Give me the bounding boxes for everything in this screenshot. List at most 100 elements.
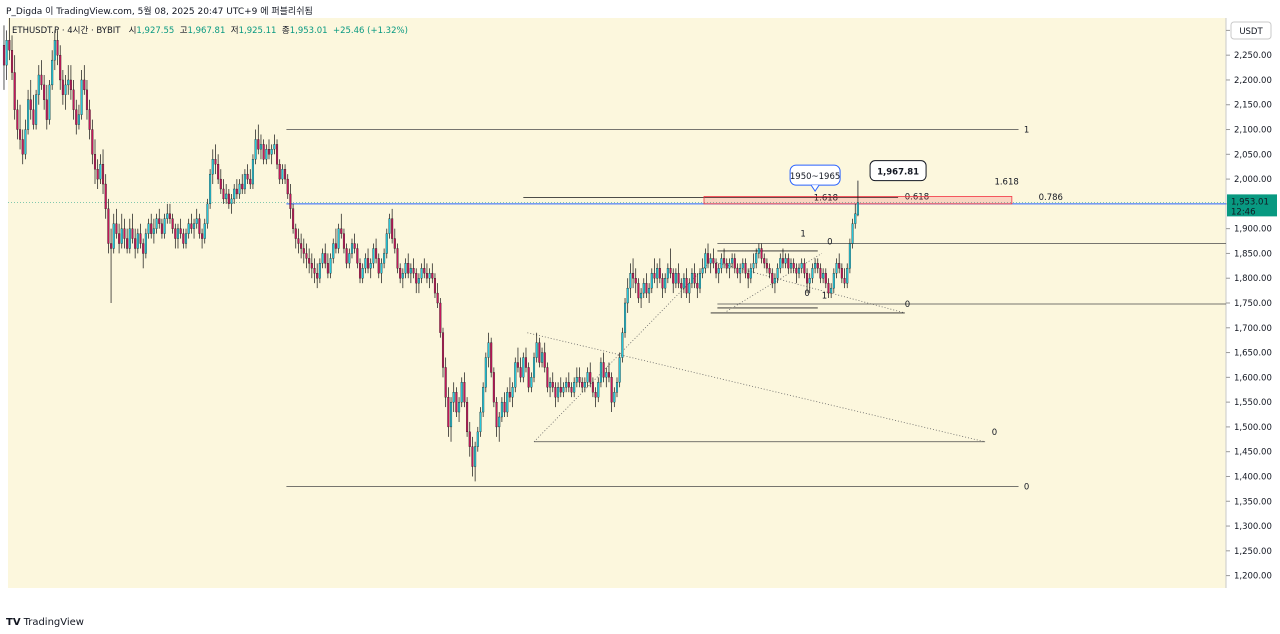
candle-body [10,50,14,73]
candle-body [618,357,621,383]
candle-body [126,238,129,249]
candle-body [166,213,169,219]
candle-body [530,377,533,388]
candle-body [621,332,624,358]
candle-body [607,372,610,378]
candle-body [773,278,776,284]
candle-body [142,243,145,254]
candle-body [827,283,830,294]
open-value: 1,927.55 [136,26,175,36]
candle-body [16,109,19,130]
y-tick-label: 1,700.00 [1234,324,1272,334]
candle-body [682,278,685,289]
tradingview-logo[interactable]: TV TradingView [6,617,84,628]
y-tick-label: 2,150.00 [1234,101,1272,111]
candle-body [583,382,586,388]
candle-body [591,382,594,393]
candle-body [286,178,289,195]
candle-body [254,139,257,160]
candle-body [626,287,629,304]
y-tick-label: 2,050.00 [1234,150,1272,160]
candle-body [546,367,549,388]
candle-body [19,129,22,140]
candle-body [203,223,206,239]
candle-body [781,258,784,264]
candle-body [715,263,718,274]
candle-body [163,218,166,234]
price-callout-box [869,160,927,182]
y-tick-label: 1,650.00 [1234,349,1272,359]
candle-body [747,273,750,279]
plot-background [8,18,1226,588]
last-price-tag [1227,194,1277,217]
y-tick-label: 1,550.00 [1234,398,1272,408]
candle-body [29,99,32,110]
candle-body [206,203,209,224]
candle-body [420,268,423,279]
candlestick-chart[interactable]: 1,200.00 1,250.00 1,300.00 1,350.00 1,400.00… [0,18,1280,590]
candle-body [543,352,546,368]
candle-body [32,109,35,125]
candle-body [67,79,70,86]
candle-body [187,223,190,234]
zone-callout-pointer [810,184,820,193]
candle-body [251,159,254,185]
candle-body [150,223,153,234]
close-value: 1,953.01 [289,26,328,36]
candle-body [816,263,819,269]
currency-badge[interactable] [1230,21,1272,40]
candle-body [779,258,782,269]
y-tick-label: 1,850.00 [1234,249,1272,259]
candle-body [334,243,337,249]
y-tick-label: 1,500.00 [1234,423,1272,433]
publish-header: P_Digda 이 TradingView.com, 5월 08, 2025 2… [0,0,1280,18]
candle-body [495,401,498,428]
candle-body [476,431,479,447]
candle-body [559,387,562,393]
candle-body [423,268,426,274]
candle-body [610,377,613,403]
candle-body [602,362,605,378]
candle-body [388,218,391,234]
candle-body [704,253,707,269]
candle-body [104,183,107,209]
candle-body [134,238,137,249]
y-tick-label: 1,300.00 [1234,522,1272,532]
chart-area[interactable]: 1,200.00 1,250.00 1,300.00 1,350.00 1,400.00… [0,18,1280,590]
candle-body [85,89,88,110]
price-axis[interactable] [1226,18,1280,590]
candle-body [51,59,54,86]
candle-body [53,40,56,61]
candle-body [838,263,841,269]
candle-body [709,258,712,264]
low-value: 1,925.11 [238,26,277,36]
y-tick-label: 1,750.00 [1234,299,1272,309]
candle-body [353,243,356,249]
candle-body [83,79,86,91]
candle-body [233,188,236,200]
candle-body [594,392,597,398]
candle-body [37,74,40,95]
candle-body [787,258,790,269]
candle-body [278,164,281,180]
candle-body [407,263,410,274]
y-tick-label: 1,250.00 [1234,547,1272,557]
candle-body [182,233,185,244]
candle-body [599,362,602,383]
candle-body [270,149,273,155]
candle-body [375,248,378,259]
candle-body [819,268,822,279]
candle-body [554,387,557,398]
candle-body [152,228,155,234]
candle-body [131,228,134,239]
candle-body [854,213,857,224]
y-tick-label: 2,250.00 [1234,51,1272,61]
candle-body [479,411,482,433]
candle-body [316,273,319,279]
candle-body [431,273,434,279]
candle-body [460,382,463,403]
candle-body [417,278,420,284]
candle-body [222,188,225,200]
candle-body [77,114,80,125]
candle-body [8,40,11,51]
